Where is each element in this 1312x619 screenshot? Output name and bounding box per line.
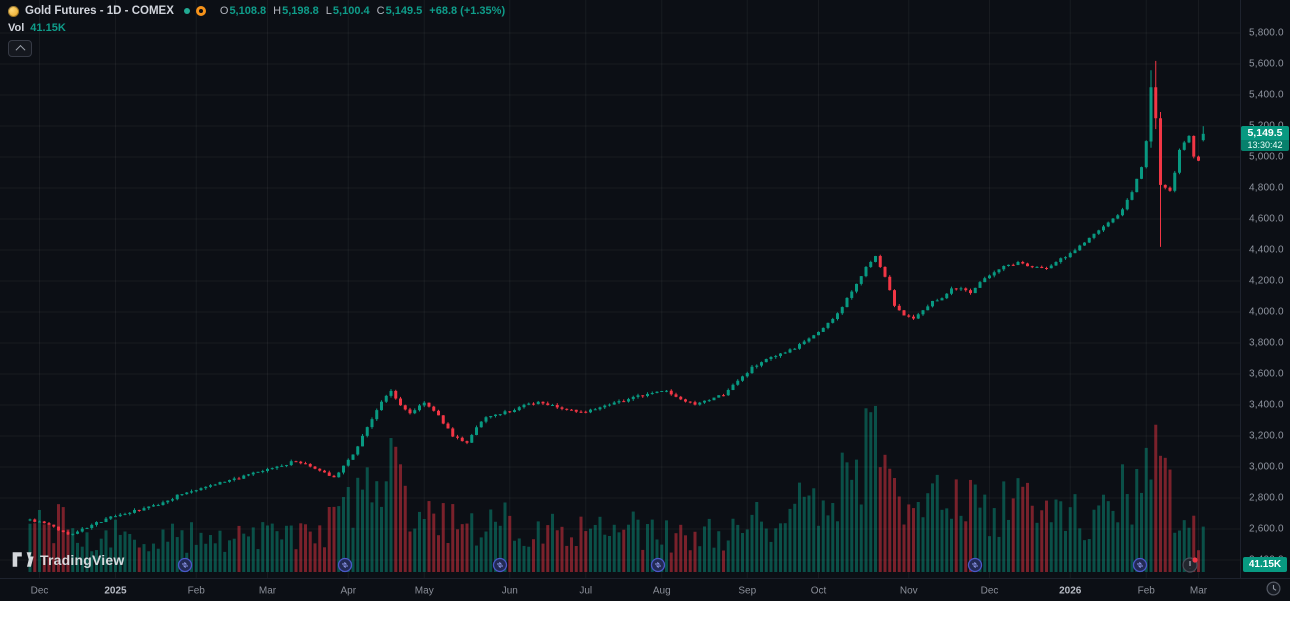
event-markers-layer (177, 557, 1198, 573)
contract-rollover-icon[interactable] (177, 557, 193, 573)
last-price-value: 5,149.5 (1241, 125, 1289, 140)
change-value: +68.8 (+1.35%) (429, 5, 506, 17)
price-axis[interactable]: 5,800.05,600.05,400.05,200.05,000.04,800… (1240, 0, 1290, 578)
volume-value: 41.15K (30, 22, 66, 34)
open-value: 5,108.8 (229, 5, 267, 17)
time-axis-label: Feb (187, 585, 205, 596)
price-axis-label: 3,400.0 (1249, 399, 1284, 411)
high-value: 5,198.8 (282, 5, 319, 17)
symbol-title[interactable]: Gold Futures - 1D - COMEX (25, 5, 174, 17)
price-axis-label: 4,400.0 (1249, 244, 1284, 256)
legend-volume-row[interactable]: Vol 41.15K (8, 22, 505, 34)
time-axis-label: Mar (258, 585, 277, 596)
low-label: L (325, 5, 332, 17)
volume-layer (28, 405, 1205, 572)
time-axis-label: May (414, 585, 434, 596)
gold-coin-icon (8, 5, 19, 17)
contract-rollover-icon[interactable] (650, 557, 666, 573)
time-axis[interactable]: Dec 2025 Feb Mar Apr May Jun Jul Aug Sep Oct Nov Dec… (0, 578, 1290, 601)
price-axis-label: 3,800.0 (1249, 337, 1284, 349)
contract-rollover-icon[interactable] (337, 557, 353, 573)
chevron-up-icon (15, 44, 25, 55)
tradingview-logo-text: TradingView (40, 551, 125, 568)
price-axis-label: 3,000.0 (1249, 461, 1284, 473)
volume-label: Vol (8, 22, 25, 34)
contract-rollover-icon[interactable] (967, 557, 983, 573)
price-axis-label: 5,600.0 (1249, 58, 1284, 70)
time-axis-label: 2026 (1059, 585, 1082, 596)
market-status-icon (183, 8, 190, 14)
price-axis-label: 2,600.0 (1249, 523, 1284, 535)
time-axis-label: Dec (30, 585, 49, 596)
time-axis-label: Jun (501, 585, 518, 596)
price-axis-label: 4,800.0 (1249, 182, 1284, 194)
clock-icon[interactable] (1266, 581, 1281, 596)
close-value: 5,149.5 (385, 5, 423, 17)
price-axis-label: 4,200.0 (1249, 275, 1284, 287)
legend-symbol-row[interactable]: Gold Futures - 1D - COMEX O5,108.8 H5,19… (8, 5, 505, 17)
volume-badge: 41.15K (1243, 557, 1287, 572)
high-label: H (273, 5, 282, 17)
close-label: C (376, 5, 385, 17)
data-notice-icon[interactable] (195, 6, 206, 16)
time-axis-label: Dec (980, 585, 999, 596)
chart-pane[interactable] (0, 0, 1240, 578)
time-axis-label: Aug (652, 585, 671, 596)
price-axis-label: 5,800.0 (1249, 27, 1284, 39)
time-axis-label: Jul (579, 585, 593, 596)
grid-layer (0, 0, 1240, 578)
tradingview-chart-window: Gold Futures - 1D - COMEX O5,108.8 H5,19… (0, 0, 1290, 601)
contract-rollover-icon[interactable] (492, 557, 508, 573)
ohlc-values: O5,108.8 H5,198.8 L5,100.4 C5,149.5 +68.… (220, 5, 505, 17)
alert-icon[interactable] (1182, 557, 1198, 573)
contract-rollover-icon[interactable] (1132, 557, 1148, 573)
time-axis-label: Oct (810, 585, 827, 596)
time-axis-label: Mar (1189, 585, 1208, 596)
time-axis-label: Feb (1137, 585, 1155, 596)
price-axis-label: 2,800.0 (1249, 492, 1284, 504)
time-axis-label: Apr (340, 585, 357, 596)
price-axis-label: 3,200.0 (1249, 430, 1284, 442)
last-price-badge[interactable]: 5,149.5 13:30:42 (1241, 125, 1289, 151)
time-axis-label: Nov (899, 585, 918, 596)
price-axis-label: 4,600.0 (1249, 213, 1284, 225)
time-axis-label: Sep (738, 585, 757, 596)
tradingview-logo-icon (12, 552, 34, 567)
price-axis-label: 5,000.0 (1249, 151, 1284, 163)
bar-countdown-timer: 13:30:42 (1241, 139, 1289, 151)
price-axis-label: 3,600.0 (1249, 368, 1284, 380)
chart-legend: Gold Futures - 1D - COMEX O5,108.8 H5,19… (8, 5, 505, 57)
tradingview-logo[interactable]: TradingView (12, 551, 124, 568)
price-axis-label: 5,400.0 (1249, 89, 1284, 101)
price-axis-label: 4,000.0 (1249, 306, 1284, 318)
low-value: 5,100.4 (332, 5, 370, 17)
time-axis-label: 2025 (104, 585, 127, 596)
open-label: O (219, 5, 229, 17)
legend-collapse-button[interactable] (8, 40, 32, 57)
candles-layer (28, 60, 1205, 536)
